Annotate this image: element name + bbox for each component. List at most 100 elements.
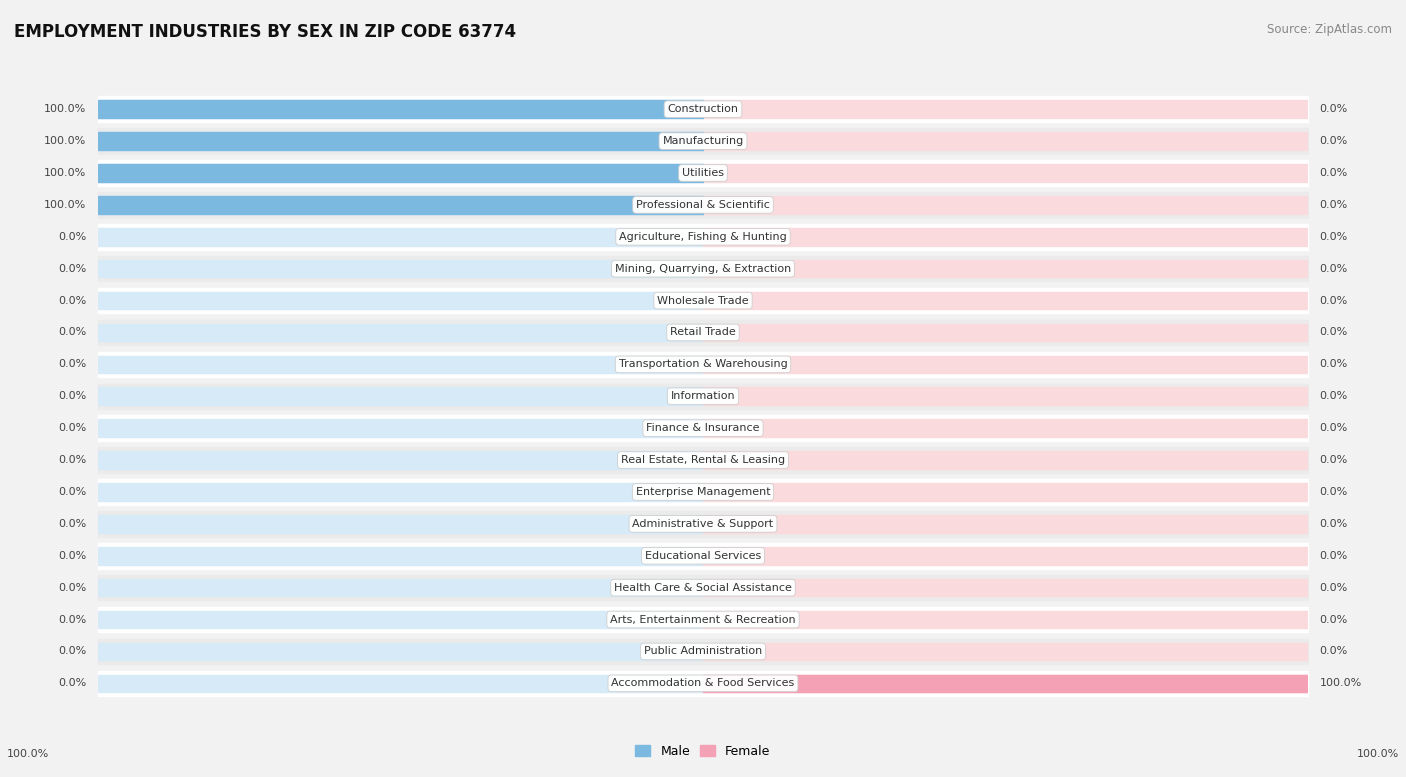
Bar xyxy=(98,639,1308,664)
Text: 0.0%: 0.0% xyxy=(58,519,86,529)
Bar xyxy=(703,674,1308,692)
Bar xyxy=(98,420,703,437)
Text: 0.0%: 0.0% xyxy=(58,615,86,625)
Bar xyxy=(98,388,703,405)
Bar xyxy=(98,643,703,660)
Text: 0.0%: 0.0% xyxy=(58,360,86,369)
Bar xyxy=(98,224,1308,249)
Bar xyxy=(98,292,703,309)
Text: 0.0%: 0.0% xyxy=(58,295,86,305)
Legend: Male, Female: Male, Female xyxy=(630,740,776,763)
Bar xyxy=(98,575,1308,601)
Text: 100.0%: 100.0% xyxy=(1320,678,1362,688)
Bar xyxy=(98,674,703,692)
Text: Enterprise Management: Enterprise Management xyxy=(636,487,770,497)
Text: Educational Services: Educational Services xyxy=(645,551,761,561)
Bar xyxy=(98,287,1308,313)
Bar xyxy=(98,543,1308,569)
Text: Utilities: Utilities xyxy=(682,168,724,178)
Text: 0.0%: 0.0% xyxy=(58,327,86,337)
Bar xyxy=(98,384,1308,409)
Text: Agriculture, Fishing & Hunting: Agriculture, Fishing & Hunting xyxy=(619,232,787,242)
Text: 0.0%: 0.0% xyxy=(1320,583,1348,593)
Bar xyxy=(98,579,703,597)
Bar xyxy=(98,479,1308,505)
Text: Accommodation & Food Services: Accommodation & Food Services xyxy=(612,678,794,688)
Text: 100.0%: 100.0% xyxy=(7,749,49,758)
Text: 0.0%: 0.0% xyxy=(1320,487,1348,497)
Bar xyxy=(703,547,1308,565)
Text: 0.0%: 0.0% xyxy=(1320,200,1348,210)
Bar xyxy=(98,448,1308,473)
Text: 0.0%: 0.0% xyxy=(58,646,86,657)
Bar xyxy=(703,483,1308,500)
Text: 0.0%: 0.0% xyxy=(1320,519,1348,529)
Bar xyxy=(703,324,1308,341)
Text: 0.0%: 0.0% xyxy=(1320,104,1348,114)
Text: Professional & Scientific: Professional & Scientific xyxy=(636,200,770,210)
Text: Source: ZipAtlas.com: Source: ZipAtlas.com xyxy=(1267,23,1392,37)
Bar xyxy=(98,607,1308,632)
Bar xyxy=(98,132,703,150)
Text: 0.0%: 0.0% xyxy=(58,232,86,242)
Text: 0.0%: 0.0% xyxy=(1320,615,1348,625)
Bar xyxy=(98,324,703,341)
Bar xyxy=(98,100,703,118)
Bar xyxy=(703,643,1308,660)
Bar xyxy=(98,451,703,469)
Bar xyxy=(703,515,1308,533)
Bar xyxy=(98,483,703,500)
Bar xyxy=(703,579,1308,597)
Text: 0.0%: 0.0% xyxy=(1320,360,1348,369)
Bar xyxy=(98,611,703,629)
Bar xyxy=(703,292,1308,309)
Text: Real Estate, Rental & Leasing: Real Estate, Rental & Leasing xyxy=(621,455,785,465)
Text: 0.0%: 0.0% xyxy=(58,678,86,688)
Text: 100.0%: 100.0% xyxy=(44,136,86,146)
Text: 0.0%: 0.0% xyxy=(1320,232,1348,242)
Text: 0.0%: 0.0% xyxy=(1320,551,1348,561)
Text: Health Care & Social Assistance: Health Care & Social Assistance xyxy=(614,583,792,593)
Bar xyxy=(98,256,1308,281)
Bar xyxy=(703,420,1308,437)
Text: 0.0%: 0.0% xyxy=(1320,455,1348,465)
Text: 0.0%: 0.0% xyxy=(58,423,86,433)
Bar xyxy=(98,196,703,214)
Text: Transportation & Warehousing: Transportation & Warehousing xyxy=(619,360,787,369)
Text: 0.0%: 0.0% xyxy=(58,392,86,401)
Text: 0.0%: 0.0% xyxy=(1320,392,1348,401)
Bar xyxy=(98,192,1308,218)
Bar xyxy=(98,515,703,533)
Bar xyxy=(703,674,1308,692)
Text: Retail Trade: Retail Trade xyxy=(671,327,735,337)
Text: Wholesale Trade: Wholesale Trade xyxy=(657,295,749,305)
Text: 0.0%: 0.0% xyxy=(1320,168,1348,178)
Text: 0.0%: 0.0% xyxy=(1320,136,1348,146)
Bar xyxy=(98,228,703,246)
Text: 0.0%: 0.0% xyxy=(58,551,86,561)
Bar xyxy=(98,319,1308,345)
Bar xyxy=(703,196,1308,214)
Text: Administrative & Support: Administrative & Support xyxy=(633,519,773,529)
Text: 100.0%: 100.0% xyxy=(1357,749,1399,758)
Text: 0.0%: 0.0% xyxy=(58,487,86,497)
Text: Public Administration: Public Administration xyxy=(644,646,762,657)
Text: Finance & Insurance: Finance & Insurance xyxy=(647,423,759,433)
Bar xyxy=(98,511,1308,537)
Text: 0.0%: 0.0% xyxy=(1320,295,1348,305)
Text: Construction: Construction xyxy=(668,104,738,114)
Text: Mining, Quarrying, & Extraction: Mining, Quarrying, & Extraction xyxy=(614,263,792,274)
Bar xyxy=(703,356,1308,373)
Bar xyxy=(98,352,1308,377)
Bar xyxy=(98,164,703,182)
Text: Information: Information xyxy=(671,392,735,401)
Text: 0.0%: 0.0% xyxy=(58,263,86,274)
Text: 0.0%: 0.0% xyxy=(1320,327,1348,337)
Bar xyxy=(98,164,703,182)
Text: 0.0%: 0.0% xyxy=(1320,423,1348,433)
Text: 100.0%: 100.0% xyxy=(44,200,86,210)
Bar xyxy=(98,416,1308,441)
Bar xyxy=(98,132,703,150)
Text: 0.0%: 0.0% xyxy=(1320,646,1348,657)
Bar xyxy=(703,388,1308,405)
